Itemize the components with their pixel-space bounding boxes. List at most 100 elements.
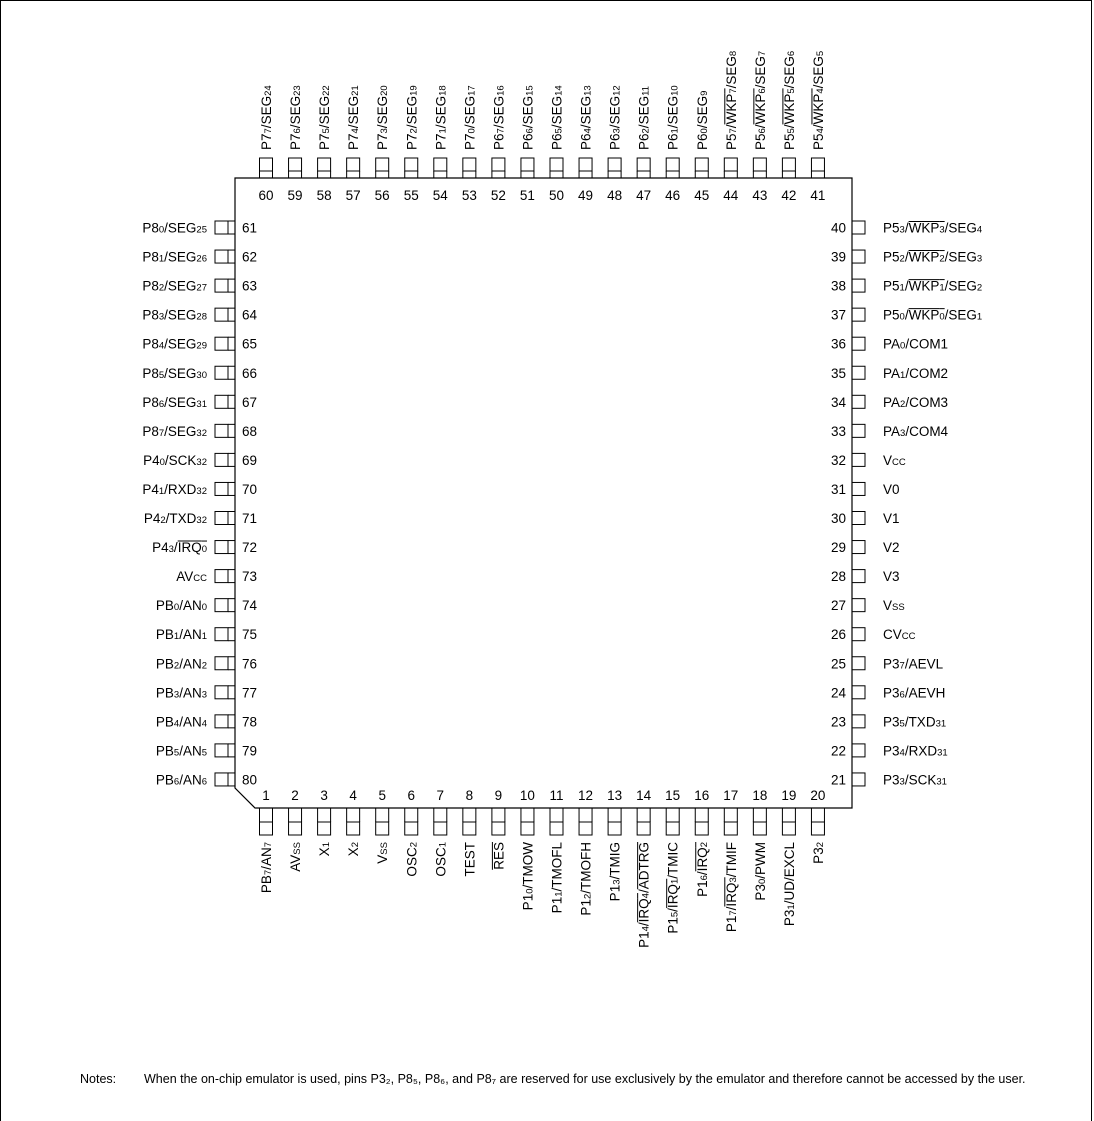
pin-pad (520, 157, 535, 172)
pin-number: 74 (242, 598, 258, 613)
pin-pad (404, 821, 419, 836)
pin-label: PB0/AN0 (156, 598, 207, 613)
pin-number: 14 (636, 788, 652, 803)
svg-text:PB3/AN3: PB3/AN3 (156, 685, 207, 700)
pin-label: VSS (883, 598, 905, 613)
pin-number: 13 (607, 788, 622, 803)
svg-text:P15/IRQ1/TMIC: P15/IRQ1/TMIC (666, 842, 681, 934)
pin-label: X2 (346, 842, 361, 856)
svg-text:V3: V3 (883, 569, 900, 584)
pin-number: 26 (831, 627, 846, 642)
pin-number: 62 (242, 250, 257, 265)
pin-label: PB3/AN3 (156, 685, 207, 700)
pin-label: P41/RXD32 (142, 482, 207, 497)
pin-label: P16/IRQ2 (695, 842, 710, 897)
svg-text:AVCC: AVCC (176, 569, 207, 584)
pin-pad (723, 157, 738, 172)
pin-number: 52 (491, 188, 506, 203)
pin-pad (214, 627, 229, 642)
pin-pad (317, 157, 332, 172)
pin-number: 23 (831, 714, 846, 729)
svg-text:V2: V2 (883, 540, 900, 555)
pin-number: 78 (242, 714, 257, 729)
svg-text:PA3/COM4: PA3/COM4 (883, 424, 949, 439)
pin-pad (851, 656, 866, 671)
pin-number: 2 (291, 788, 299, 803)
pin-pad (317, 821, 332, 836)
pin-number: 61 (242, 221, 257, 236)
pin-number: 37 (831, 308, 846, 323)
pin-pad (851, 598, 866, 613)
pin-number: 34 (831, 395, 847, 410)
svg-text:VSS: VSS (375, 842, 390, 864)
pin-pad (549, 821, 564, 836)
pin-number: 59 (288, 188, 303, 203)
pin-pad (462, 157, 477, 172)
svg-text:P82/SEG27: P82/SEG27 (142, 279, 207, 294)
pin-label: P50/WKP0/SEG1 (883, 308, 982, 323)
pin-label: OSC2 (404, 842, 419, 877)
pin-pad (214, 394, 229, 409)
pin-label: PB7/AN7 (259, 842, 274, 893)
pin-number: 50 (549, 188, 564, 203)
pin-label: PA0/COM1 (883, 337, 948, 352)
svg-text:P34/RXD31: P34/RXD31 (883, 743, 948, 758)
svg-text:P53/WKP3/SEG4: P53/WKP3/SEG4 (883, 221, 982, 236)
pin-number: 71 (242, 511, 257, 526)
pin-pad (433, 157, 448, 172)
pin-label: PB1/AN1 (156, 627, 207, 642)
pin-label: PA2/COM3 (883, 395, 948, 410)
pin-number: 58 (317, 188, 332, 203)
pin-label: V1 (883, 511, 900, 526)
pin-label: VCC (883, 453, 906, 468)
pin-number: 68 (242, 424, 257, 439)
svg-text:PB5/AN5: PB5/AN5 (156, 743, 207, 758)
svg-text:P61/SEG10: P61/SEG10 (666, 85, 681, 150)
pin-pad (214, 423, 229, 438)
pin-label: P80/SEG25 (142, 221, 207, 236)
svg-text:P56/WKP6/SEG7: P56/WKP6/SEG7 (753, 51, 768, 150)
pin-label: P64/SEG13 (579, 85, 594, 150)
pin-pad (694, 157, 709, 172)
pin-label: P43/IRQ0 (152, 540, 207, 555)
pin-number: 25 (831, 656, 846, 671)
pin-label: P82/SEG27 (142, 279, 207, 294)
pin-number: 7 (437, 788, 445, 803)
svg-text:X1: X1 (317, 842, 332, 856)
pin-number: 24 (831, 685, 847, 700)
svg-text:VCC: VCC (883, 453, 906, 468)
svg-text:P52/WKP2/SEG3: P52/WKP2/SEG3 (883, 250, 982, 265)
pin-pad (259, 157, 273, 172)
pin-number: 4 (349, 788, 357, 803)
pin-number: 51 (520, 188, 535, 203)
pin-label: P75/SEG22 (317, 85, 332, 150)
pin-pad (851, 365, 866, 380)
pin-pad (851, 278, 866, 293)
pin-number: 56 (375, 188, 390, 203)
svg-text:PB4/AN4: PB4/AN4 (156, 714, 207, 729)
pin-pad (214, 278, 229, 293)
pin-pad (851, 714, 866, 729)
pin-number: 43 (752, 188, 767, 203)
pin-pad (851, 220, 866, 235)
pin-number: 20 (810, 788, 825, 803)
svg-text:VSS: VSS (883, 598, 905, 613)
pin-number: 73 (242, 569, 257, 584)
pin-label: CVCC (883, 627, 916, 642)
pin-number: 32 (831, 453, 846, 468)
svg-text:P80/SEG25: P80/SEG25 (142, 221, 207, 236)
pin-pad (346, 157, 361, 172)
pin-label: P70/SEG17 (462, 85, 477, 150)
pin-label: P60/SEG9 (695, 91, 710, 150)
pin-pad (851, 423, 866, 438)
chip-package-outline (234, 177, 853, 809)
pin-number: 42 (781, 188, 796, 203)
pin-pad (491, 157, 506, 172)
pin-number: 19 (781, 788, 796, 803)
pin-label: P36/AEVH (883, 685, 945, 700)
svg-text:P41/RXD32: P41/RXD32 (142, 482, 207, 497)
svg-text:V1: V1 (883, 511, 900, 526)
pin-label: P62/SEG11 (637, 86, 652, 150)
svg-text:P67/SEG16: P67/SEG16 (491, 85, 506, 150)
svg-text:P11/TMOFL: P11/TMOFL (550, 842, 565, 914)
